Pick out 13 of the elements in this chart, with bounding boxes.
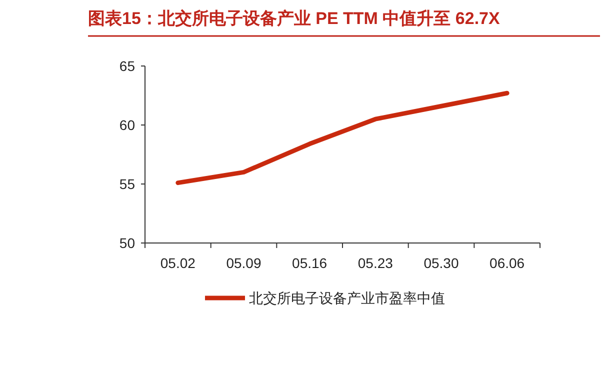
x-tick-label: 05.02	[160, 255, 196, 271]
legend-label: 北交所电子设备产业市盈率中值	[249, 290, 445, 306]
y-tick-label: 65	[119, 58, 136, 74]
x-tick-label: 05.09	[226, 255, 262, 271]
y-tick-label: 60	[119, 117, 136, 133]
y-tick-label: 50	[119, 235, 136, 251]
legend: 北交所电子设备产业市盈率中值	[205, 290, 445, 306]
x-tick-label: 06.06	[490, 255, 525, 271]
x-tick-label: 05.23	[358, 255, 394, 271]
y-tick-label: 55	[119, 176, 136, 192]
x-tick-label: 05.30	[424, 255, 459, 271]
x-tick-label: 05.16	[292, 255, 328, 271]
title: 图表15：北交所电子设备产业 PE TTM 中值升至 62.7X	[88, 9, 500, 28]
